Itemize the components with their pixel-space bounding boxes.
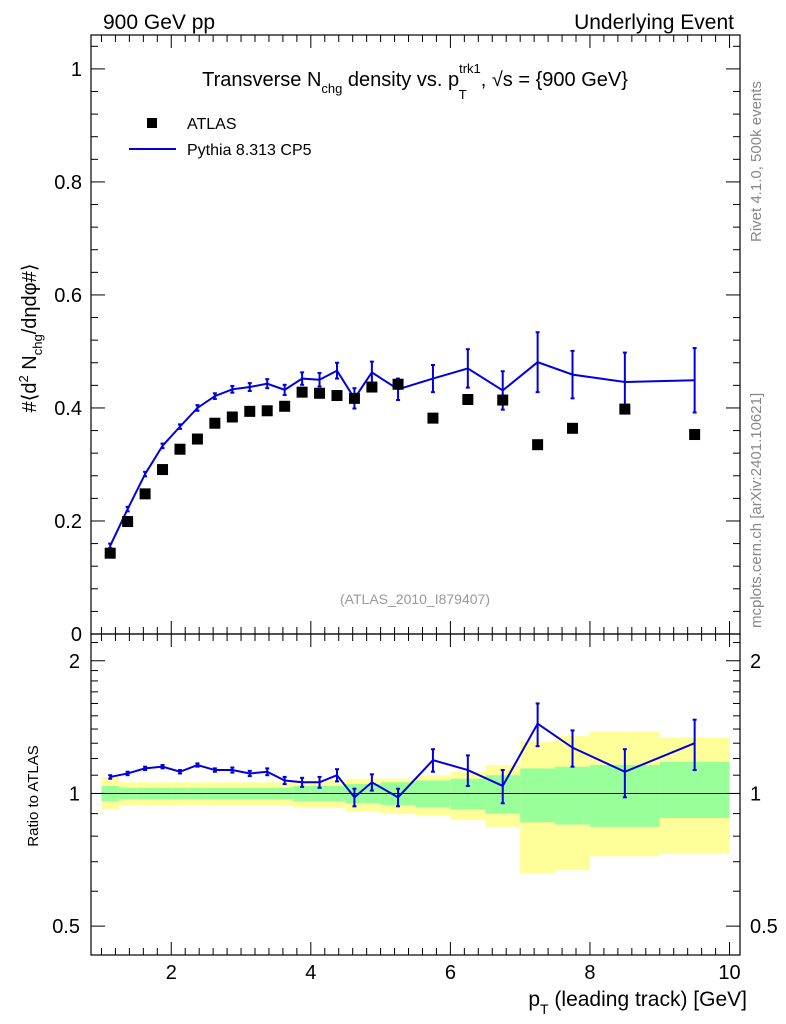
axes: 2 4 6 8 10 0 0.2 0.4 0.6 0.8 1 0.5 0.5 1 1 2 2 <box>52 34 778 984</box>
data-point <box>157 464 169 476</box>
ratio-y-tick-label-right: 0.5 <box>750 916 778 938</box>
data-point <box>348 392 360 404</box>
data-point <box>104 547 116 559</box>
data-point <box>314 387 326 399</box>
ratio-panel <box>91 731 740 873</box>
y-tick-label: 0.4 <box>54 398 82 420</box>
data-point <box>174 443 186 455</box>
data-point <box>689 429 701 441</box>
data-point <box>366 381 378 393</box>
rivet-version-label: Rivet 4.1.0, 500k events <box>748 81 765 242</box>
ratio-y-tick-label-left: 0.5 <box>52 916 80 938</box>
data-point <box>296 386 308 398</box>
legend: ATLAS Pythia 8.313 CP5 <box>129 116 312 159</box>
x-tick-label: 2 <box>166 962 177 984</box>
analysis-id: (ATLAS_2010_I879407) <box>340 591 490 607</box>
x-tick-label: 6 <box>445 962 456 984</box>
data-point <box>462 393 474 405</box>
data-point <box>567 422 579 434</box>
ratio-band-inner <box>659 761 730 818</box>
data-point <box>226 411 238 423</box>
header-left: 900 GeV pp <box>103 11 215 34</box>
data-point <box>279 400 291 412</box>
data-point <box>122 516 134 528</box>
ratio-band-inner <box>520 768 556 823</box>
legend-label-pythia: Pythia 8.313 CP5 <box>187 142 312 159</box>
data-point <box>191 433 203 445</box>
data-point <box>619 403 631 415</box>
ratio-line <box>109 722 696 799</box>
data-point <box>331 390 343 402</box>
y-tick-label: 0.6 <box>54 285 82 307</box>
mc-series <box>108 331 697 550</box>
data-point <box>209 417 221 429</box>
ratio-y-tick-label-right: 2 <box>750 651 761 673</box>
y-tick-label: 1 <box>71 59 82 81</box>
ratio-frame <box>90 633 741 956</box>
plot-title: Transverse Nchg density vs. ptrk1 T, √s =… <box>202 61 628 102</box>
y-tick-label: 0 <box>71 624 82 646</box>
data-point <box>392 378 404 390</box>
y-tick-label: 0.8 <box>54 172 82 194</box>
x-tick-label: 4 <box>305 962 316 984</box>
data-point <box>261 405 273 417</box>
ratio-y-axis-label: Ratio to ATLAS <box>25 745 42 846</box>
x-axis-label: pT (leading track) [GeV] <box>528 988 747 1017</box>
x-tick-label: 8 <box>584 962 595 984</box>
data-point <box>139 488 151 500</box>
y-axis-label: #⟨d2 Nchg/dηdφ#⟩ <box>16 263 45 412</box>
ratio-series <box>108 702 697 808</box>
data-series <box>104 378 701 559</box>
legend-label-atlas: ATLAS <box>187 116 237 133</box>
header-right: Underlying Event <box>574 11 734 34</box>
mcplots-label: mcplots.cern.ch [arXiv:2401.10621] <box>748 393 765 628</box>
legend-marker-atlas <box>147 118 157 128</box>
data-point <box>427 412 439 424</box>
ratio-y-tick-label-right: 1 <box>750 783 761 805</box>
data-point <box>497 394 509 406</box>
mc-line <box>109 361 695 547</box>
data-point <box>532 439 544 451</box>
ratio-y-tick-label-left: 2 <box>69 651 80 673</box>
y-tick-label: 0.2 <box>54 511 82 533</box>
x-tick-label: 10 <box>718 962 740 984</box>
data-point <box>244 405 256 417</box>
ratio-y-tick-label-left: 1 <box>69 783 80 805</box>
ratio-band-inner <box>555 766 590 825</box>
